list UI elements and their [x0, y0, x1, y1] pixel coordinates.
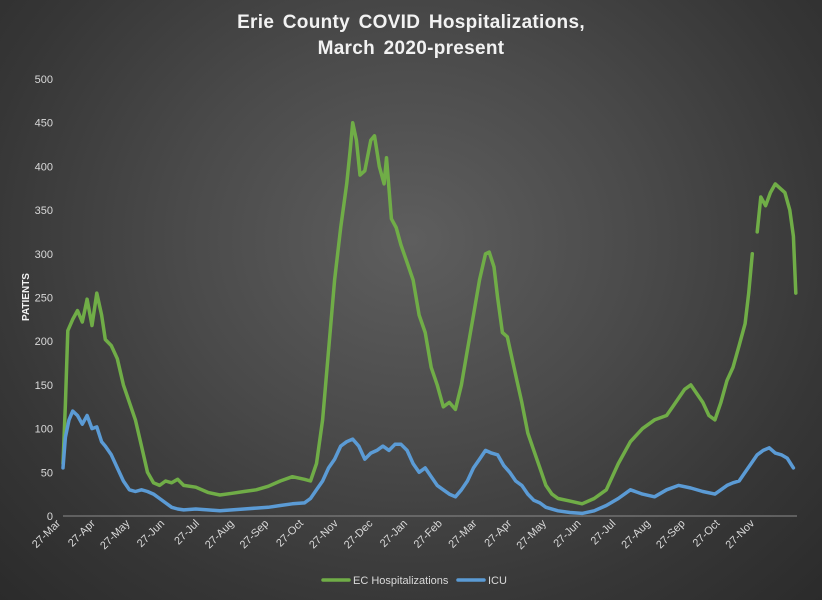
legend-label: EC Hospitalizations [353, 575, 449, 587]
y-tick-label: 400 [35, 161, 53, 173]
x-tick-label: 27-Apr [66, 517, 98, 549]
x-tick-label: 27-Jul [589, 518, 619, 548]
y-axis: 0 50 100 150 200 250 300 350 400 450 500 [35, 74, 53, 523]
y-tick-label: 350 [35, 205, 53, 217]
y-tick-label: 500 [35, 74, 53, 86]
x-tick-label: 27-Aug [619, 518, 653, 552]
legend-label: ICU [488, 575, 507, 587]
y-tick-label: 150 [35, 380, 53, 392]
x-tick-label: 27-Jan [378, 518, 410, 550]
y-tick-label: 250 [35, 293, 53, 305]
x-tick-label: 27-Dec [342, 517, 376, 551]
y-tick-label: 450 [35, 118, 53, 130]
y-tick-label: 50 [41, 467, 53, 479]
x-tick-label: 27-May [98, 517, 133, 552]
series-line-icu [61, 409, 796, 516]
x-axis: 27-Mar 27-Apr 27-May 27-Jun 27-Jul 27-Aug 27-S… [30, 515, 797, 552]
x-tick-label: 27-Jul [172, 518, 202, 548]
x-tick-label: 27-Jun [135, 518, 167, 550]
x-tick-label: 27-Sep [654, 518, 688, 552]
x-tick-label: 27-Feb [412, 518, 445, 551]
x-tick-label: 27-Aug [203, 518, 237, 552]
x-tick-label: 27-Nov [724, 517, 758, 551]
series-layer [61, 120, 798, 516]
x-tick-label: 27-Nov [307, 517, 341, 551]
y-tick-label: 0 [47, 511, 53, 523]
x-tick-label: 27-May [514, 517, 549, 552]
y-tick-label: 100 [35, 424, 53, 436]
series-line-ec-hospitalizations [61, 120, 798, 506]
chart-title-line-2: March 2020-present [317, 38, 505, 59]
x-tick-label: 27-Oct [691, 518, 723, 550]
y-axis-title: PATIENTS [21, 273, 32, 321]
chart-title: Erie County COVID Hospitalizations, Marc… [0, 10, 822, 62]
x-tick-label: 27-Mar [446, 517, 479, 550]
x-tick-label: 27-Sep [238, 518, 272, 552]
x-tick-label: 27-Jun [551, 518, 583, 550]
x-tick-label: 27-Apr [482, 517, 514, 549]
y-tick-label: 300 [35, 249, 53, 261]
x-tick-label: 27-Oct [274, 518, 306, 550]
y-tick-label: 200 [35, 336, 53, 348]
chart-title-line-1: Erie County COVID Hospitalizations, [237, 12, 585, 33]
legend: EC Hospitalizations ICU [321, 575, 507, 587]
